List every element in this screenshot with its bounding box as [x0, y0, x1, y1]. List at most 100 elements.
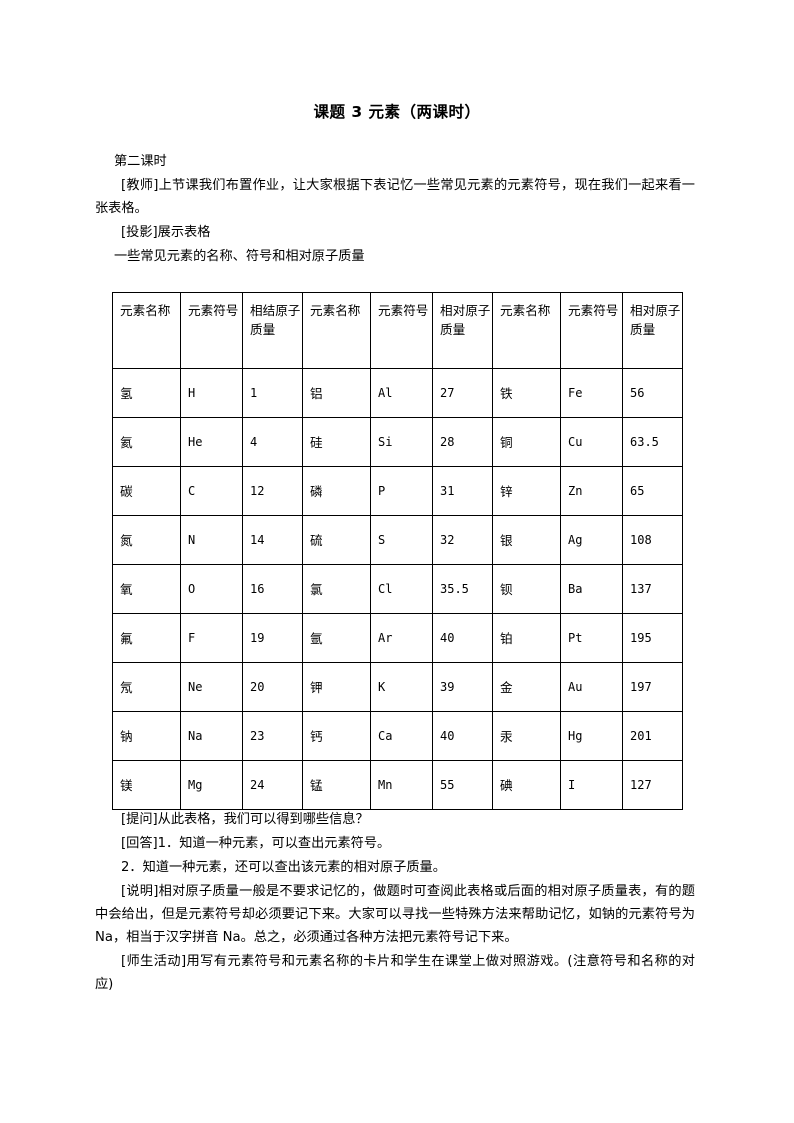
section-label: 第二课时 — [114, 154, 167, 169]
element-symbol-cell: S — [370, 515, 433, 565]
element-symbol-cell: Cu — [560, 417, 623, 467]
table-row: 氦 He 4 硅 Si 28 铜 Cu 63.5 — [112, 417, 683, 467]
explanation-paragraph: [说明]相对原子质量一般是不要求记忆的，做题时可查阅此表格或后面的相对原子质量表… — [95, 884, 695, 945]
table-header-cell: 元素符号 — [370, 292, 433, 369]
element-mass-cell: 39 — [432, 662, 493, 712]
element-name-cell: 汞 — [492, 711, 561, 761]
element-symbol-cell: F — [180, 613, 243, 663]
table-row: 钠 Na 23 钙 Ca 40 汞 Hg 201 — [112, 711, 683, 761]
element-mass-cell: 56 — [622, 368, 683, 418]
element-name-cell: 铜 — [492, 417, 561, 467]
element-name-cell: 钡 — [492, 564, 561, 614]
element-name-cell: 锰 — [302, 760, 371, 810]
element-symbol-cell: Pt — [560, 613, 623, 663]
element-symbol-cell: Ne — [180, 662, 243, 712]
element-symbol-cell: P — [370, 466, 433, 516]
element-symbol-cell: Ca — [370, 711, 433, 761]
element-name-cell: 钠 — [112, 711, 181, 761]
element-symbol-cell: He — [180, 417, 243, 467]
table-header-cell: 相结原子质量 — [242, 292, 303, 369]
element-name-cell: 铁 — [492, 368, 561, 418]
element-name-cell: 碘 — [492, 760, 561, 810]
element-symbol-cell: Au — [560, 662, 623, 712]
element-name-cell: 镁 — [112, 760, 181, 810]
element-mass-cell: 63.5 — [622, 417, 683, 467]
activity-paragraph: [师生活动]用写有元素符号和元素名称的卡片和学生在课堂上做对照游戏。(注意符号和… — [95, 954, 695, 992]
table-header-cell: 元素符号 — [180, 292, 243, 369]
element-name-cell: 氦 — [112, 417, 181, 467]
intro-paragraph-projection: [投影]展示表格 — [121, 225, 211, 240]
element-mass-cell: 55 — [432, 760, 493, 810]
element-symbol-cell: Mg — [180, 760, 243, 810]
element-mass-cell: 197 — [622, 662, 683, 712]
intro-paragraph-teacher: [教师]上节课我们布置作业，让大家根据下表记忆一些常见元素的元素符号，现在我们一… — [95, 178, 695, 216]
table-header-cell: 元素名称 — [112, 292, 181, 369]
table-header-cell: 相对原子质量 — [432, 292, 493, 369]
element-name-cell: 锌 — [492, 466, 561, 516]
element-name-cell: 氢 — [112, 368, 181, 418]
element-symbol-cell: Ba — [560, 564, 623, 614]
element-name-cell: 氮 — [112, 515, 181, 565]
element-mass-cell: 201 — [622, 711, 683, 761]
element-mass-cell: 127 — [622, 760, 683, 810]
element-symbol-cell: Si — [370, 417, 433, 467]
element-symbol-cell: Zn — [560, 466, 623, 516]
element-mass-cell: 4 — [242, 417, 303, 467]
element-name-cell: 氖 — [112, 662, 181, 712]
table-row: 镁 Mg 24 锰 Mn 55 碘 I 127 — [112, 760, 683, 810]
table-row: 氢 H 1 铝 Al 27 铁 Fe 56 — [112, 368, 683, 418]
element-mass-cell: 1 — [242, 368, 303, 418]
element-mass-cell: 108 — [622, 515, 683, 565]
answer-paragraph-2: 2．知道一种元素，还可以查出该元素的相对原子质量。 — [121, 860, 446, 875]
element-mass-cell: 40 — [432, 613, 493, 663]
table-header-cell: 相对原子质量 — [622, 292, 683, 369]
page-title: 课题 3 元素（两课时） — [313, 103, 481, 121]
element-symbol-cell: C — [180, 466, 243, 516]
table-row: 氮 N 14 硫 S 32 银 Ag 108 — [112, 515, 683, 565]
table-row: 氟 F 19 氩 Ar 40 铂 Pt 195 — [112, 613, 683, 663]
element-mass-cell: 27 — [432, 368, 493, 418]
element-name-cell: 钙 — [302, 711, 371, 761]
element-mass-cell: 12 — [242, 466, 303, 516]
element-mass-cell: 65 — [622, 466, 683, 516]
element-symbol-cell: Fe — [560, 368, 623, 418]
elements-table: 元素名称 元素符号 相结原子质量 元素名称 元素符号 相对原子质量 元素名称 元… — [112, 292, 683, 810]
table-header-cell: 元素名称 — [302, 292, 371, 369]
element-mass-cell: 35.5 — [432, 564, 493, 614]
element-symbol-cell: Na — [180, 711, 243, 761]
element-symbol-cell: H — [180, 368, 243, 418]
element-mass-cell: 31 — [432, 466, 493, 516]
table-header-cell: 元素名称 — [492, 292, 561, 369]
element-symbol-cell: K — [370, 662, 433, 712]
element-mass-cell: 23 — [242, 711, 303, 761]
table-header-row: 元素名称 元素符号 相结原子质量 元素名称 元素符号 相对原子质量 元素名称 元… — [112, 292, 683, 369]
element-name-cell: 钾 — [302, 662, 371, 712]
element-mass-cell: 14 — [242, 515, 303, 565]
question-paragraph: [提问]从此表格，我们可以得到哪些信息？ — [121, 812, 369, 827]
element-mass-cell: 20 — [242, 662, 303, 712]
element-name-cell: 氧 — [112, 564, 181, 614]
element-name-cell: 硅 — [302, 417, 371, 467]
element-mass-cell: 32 — [432, 515, 493, 565]
element-name-cell: 铂 — [492, 613, 561, 663]
element-name-cell: 金 — [492, 662, 561, 712]
element-mass-cell: 28 — [432, 417, 493, 467]
table-row: 氖 Ne 20 钾 K 39 金 Au 197 — [112, 662, 683, 712]
element-symbol-cell: O — [180, 564, 243, 614]
element-name-cell: 银 — [492, 515, 561, 565]
table-caption: 一些常见元素的名称、符号和相对原子质量 — [114, 249, 365, 264]
tail-text-block: [提问]从此表格，我们可以得到哪些信息？ [回答]1．知道一种元素，可以查出元素… — [95, 808, 695, 997]
element-symbol-cell: Hg — [560, 711, 623, 761]
element-name-cell: 碳 — [112, 466, 181, 516]
element-mass-cell: 16 — [242, 564, 303, 614]
table-row: 碳 C 12 磷 P 31 锌 Zn 65 — [112, 466, 683, 516]
element-name-cell: 硫 — [302, 515, 371, 565]
element-mass-cell: 195 — [622, 613, 683, 663]
element-mass-cell: 40 — [432, 711, 493, 761]
element-name-cell: 氯 — [302, 564, 371, 614]
element-symbol-cell: I — [560, 760, 623, 810]
table-header-cell: 元素符号 — [560, 292, 623, 369]
element-name-cell: 氟 — [112, 613, 181, 663]
element-symbol-cell: Ag — [560, 515, 623, 565]
